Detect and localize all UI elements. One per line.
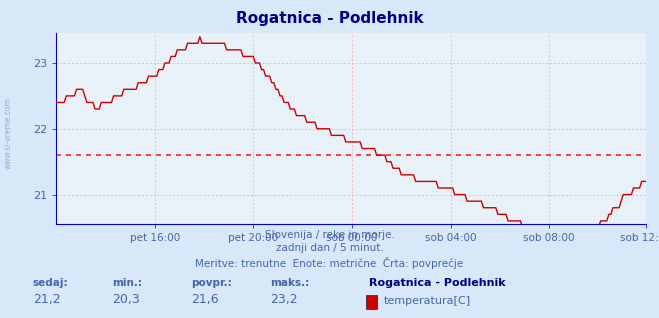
Text: 21,6: 21,6 <box>191 293 219 306</box>
Text: povpr.:: povpr.: <box>191 278 232 288</box>
Text: zadnji dan / 5 minut.: zadnji dan / 5 minut. <box>275 243 384 253</box>
Text: 20,3: 20,3 <box>112 293 140 306</box>
Text: 21,2: 21,2 <box>33 293 61 306</box>
Text: temperatura[C]: temperatura[C] <box>384 296 471 306</box>
Text: 23,2: 23,2 <box>270 293 298 306</box>
Text: Meritve: trenutne  Enote: metrične  Črta: povprečje: Meritve: trenutne Enote: metrične Črta: … <box>195 257 464 269</box>
Text: min.:: min.: <box>112 278 142 288</box>
Bar <box>366 295 377 309</box>
Text: Rogatnica - Podlehnik: Rogatnica - Podlehnik <box>369 278 505 288</box>
Text: Slovenija / reke in morje.: Slovenija / reke in morje. <box>264 230 395 239</box>
Text: maks.:: maks.: <box>270 278 310 288</box>
Text: Rogatnica - Podlehnik: Rogatnica - Podlehnik <box>236 11 423 26</box>
Text: sedaj:: sedaj: <box>33 278 69 288</box>
Text: www.si-vreme.com: www.si-vreme.com <box>4 98 13 169</box>
